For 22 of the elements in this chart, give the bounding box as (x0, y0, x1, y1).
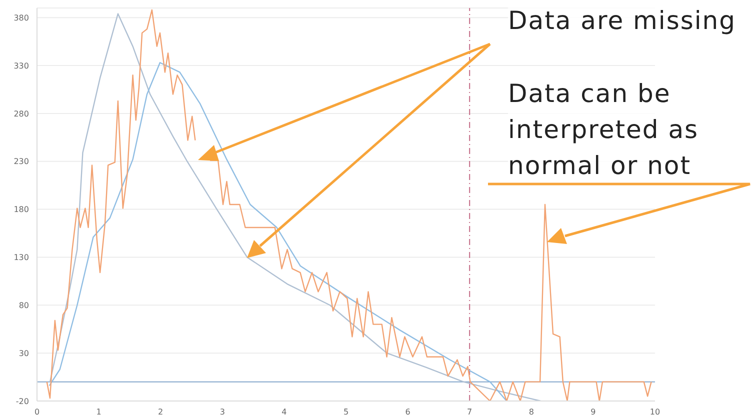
x-tick-label: 10 (650, 408, 660, 417)
y-tick-label: 80 (18, 300, 29, 310)
y-tick-label: 130 (14, 253, 29, 262)
y-tick-label: 180 (14, 205, 29, 214)
x-tick-label: 2 (158, 408, 164, 417)
x-tick-label: 0 (34, 408, 40, 417)
annotation: Data can be interpreted as normal or not (508, 76, 748, 184)
x-tick-label: 1 (96, 408, 102, 417)
annotation: Data are missing (508, 6, 736, 35)
y-tick-label: -20 (16, 396, 29, 406)
x-tick-label: 4 (282, 408, 287, 417)
y-tick-label: 30 (18, 348, 29, 358)
y-tick-label: 330 (14, 61, 29, 70)
x-tick-label: 3 (220, 408, 225, 417)
x-tick-label: 8 (528, 408, 534, 417)
y-tick-label: 280 (14, 109, 29, 118)
x-tick-label: 5 (343, 408, 349, 417)
y-tick-label: 380 (14, 13, 29, 22)
y-tick-label: 230 (14, 157, 29, 166)
x-tick-label: 9 (590, 408, 596, 417)
x-tick-label: 7 (467, 408, 472, 417)
x-tick-label: 6 (405, 408, 410, 417)
